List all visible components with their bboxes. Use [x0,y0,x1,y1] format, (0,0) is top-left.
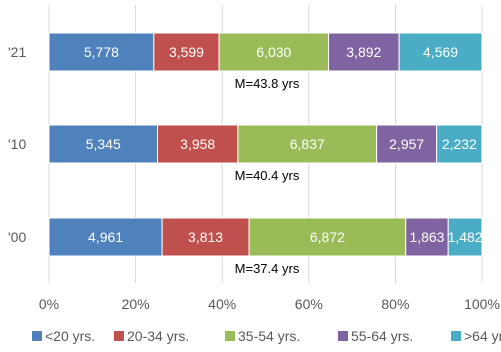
x-tick-label: 40% [208,296,236,312]
bar-data-label: 1,482 [448,229,483,245]
bar-data-label: 1,863 [409,229,444,245]
bar-data-label: 4,961 [88,229,123,245]
legend-swatch [451,331,461,341]
bar-data-label: 4,569 [423,44,458,60]
bar-segment [248,217,407,257]
legend-label: <20 yrs. [45,328,95,344]
bar-segment [376,124,438,164]
mean-age-annotation: M=37.4 yrs [235,261,300,276]
bar-data-label: 3,813 [188,229,223,245]
bar-segment [328,32,400,72]
bar-data-label: 2,957 [389,136,424,152]
bar-segment [405,217,449,257]
legend-swatch [225,331,235,341]
bar-data-label: 6,837 [290,136,325,152]
bar-data-label: 3,892 [346,44,381,60]
bar-data-label: 5,778 [84,44,119,60]
x-tick-label: 0% [39,296,59,312]
bar-data-label: 6,872 [310,229,345,245]
bar-segment [48,124,159,164]
bar-data-label: 3,599 [169,44,204,60]
legend-label: 55-64 yrs. [351,328,413,344]
bar-segment [161,217,250,257]
bar-segment [48,217,163,257]
bar-segment [237,124,378,164]
bar-data-label: 5,345 [86,136,121,152]
legend: <20 yrs. 20-34 yrs. 35-54 yrs. 55-64 yrs. >6… [32,328,501,344]
y-category-label: '21 [8,44,26,60]
bar-segment [48,32,155,72]
x-tick-label: 20% [122,296,150,312]
bar-segment [447,217,483,257]
bar-segment [398,32,483,72]
x-tick-label: 100% [464,296,500,312]
bar-data-label: 2,232 [442,136,477,152]
mean-age-annotation: M=40.4 yrs [235,168,300,183]
data-labels: 5,778 3,599 6,030 3,892 4,569 M=43.8 yrs 5,345… [84,44,483,276]
y-category-label: '00 [8,229,26,245]
legend-label: 35-54 yrs. [238,328,300,344]
legend-swatch [114,331,124,341]
y-category-label: '10 [8,136,26,152]
legend-swatch [32,331,42,341]
bars [48,32,483,257]
bar-segment [436,124,483,164]
legend-label: 20-34 yrs. [127,328,189,344]
x-tick-label: 60% [295,296,323,312]
bar-segment [157,124,239,164]
mean-age-annotation: M=43.8 yrs [235,76,300,91]
x-tick-label: 80% [381,296,409,312]
legend-label: >64 yrs. [464,328,501,344]
bar-data-label: 6,030 [256,44,291,60]
bar-data-label: 3,958 [180,136,215,152]
axes: 0% 20% 40% 60% 80% 100% '21 '10 '00 [8,44,500,312]
legend-swatch [338,331,348,341]
